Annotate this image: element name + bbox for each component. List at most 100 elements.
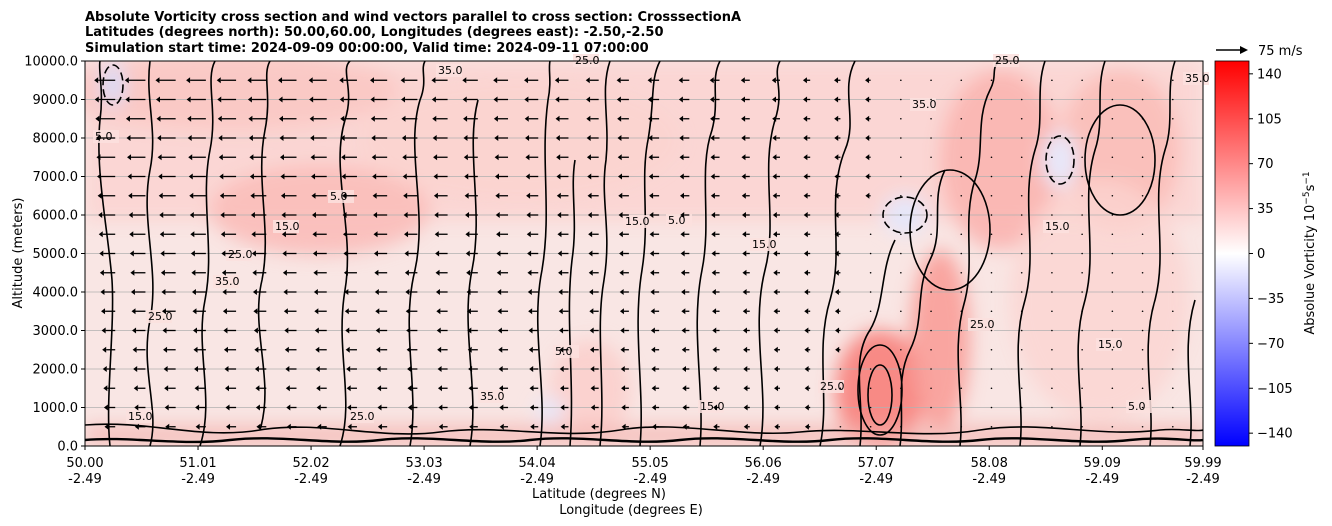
wind-vector-head <box>709 96 714 103</box>
colorbar-tick-label: −105 <box>1257 382 1293 397</box>
wind-vector-head <box>194 385 199 392</box>
wind-vector-head <box>195 404 200 411</box>
wind-vector-head <box>99 269 104 276</box>
contour-label-bg <box>623 215 649 228</box>
wind-vector-head <box>192 308 197 315</box>
wind-vector-head <box>529 385 534 392</box>
wind-vector-head <box>220 231 225 238</box>
contour-label: 35.0 <box>1185 72 1210 85</box>
wind-vector-head <box>494 135 499 141</box>
wind-vector <box>1141 387 1144 390</box>
wind-vector <box>1171 194 1174 197</box>
wind-vector <box>990 194 993 197</box>
wind-vector-head <box>281 231 286 238</box>
wind-vector-head <box>742 269 747 276</box>
wind-vector-head <box>100 289 105 295</box>
wind-vector-head <box>134 423 139 430</box>
wind-vector <box>960 425 963 428</box>
wind-vector-head <box>223 346 228 353</box>
wind-vector-head <box>865 77 870 84</box>
wind-vector <box>960 175 963 178</box>
wind-vector-head <box>499 404 504 411</box>
wind-vector-head <box>804 385 809 392</box>
wind-vector-head <box>617 115 622 122</box>
wind-vector-head <box>527 269 532 276</box>
wind-vector <box>839 387 842 390</box>
wind-vector-head <box>222 289 227 295</box>
wind-vector-head <box>162 327 167 334</box>
wind-vector <box>930 214 932 216</box>
wind-vector-head <box>524 77 529 84</box>
wind-vector-head <box>311 212 316 218</box>
wind-vector-head <box>618 231 623 238</box>
wind-vector-head <box>71 308 75 314</box>
wind-vector <box>1020 194 1023 197</box>
wind-vector-head <box>742 289 747 295</box>
wind-vector-head <box>617 135 622 141</box>
contour-label: 35.0 <box>912 98 937 111</box>
wind-vector <box>1081 156 1083 159</box>
wind-vector <box>869 214 872 216</box>
wind-vector-head <box>493 96 498 103</box>
wind-vector-head <box>772 135 777 141</box>
wind-vector <box>1081 329 1083 332</box>
x-tick-label-lat: 53.03 <box>405 456 442 471</box>
wind-vector-head <box>834 250 839 257</box>
wind-vector-head <box>496 231 501 238</box>
wind-vector-head <box>343 269 348 276</box>
wind-vector <box>1111 194 1114 197</box>
y-tick-label: 2000.0 <box>33 363 79 378</box>
wind-vector-head <box>102 366 107 372</box>
wind-vector-head <box>743 385 748 392</box>
wind-vector <box>1111 387 1114 390</box>
wind-vector-head <box>186 96 191 103</box>
wind-vector-head <box>559 327 564 334</box>
wind-vector-head <box>649 192 654 199</box>
wind-vector-head <box>679 192 684 199</box>
wind-vector-head <box>774 385 779 392</box>
wind-vector-head <box>679 115 684 122</box>
wind-vector-head <box>312 231 317 238</box>
wind-vector-head <box>218 135 223 141</box>
wind-vector-head <box>406 327 411 334</box>
wind-vector-head <box>402 154 407 161</box>
wind-vector-head <box>865 173 870 180</box>
wind-vector-head <box>103 385 108 392</box>
contour-labels: 5.0 15.0 25.0 35.0 25.0 15.0 5.0 35.0 25.0 15.0 5.… <box>93 54 1210 423</box>
x-tick-label-lon: -2.49 <box>1085 472 1119 487</box>
wind-vector-head <box>186 77 191 84</box>
wind-vector-head <box>312 250 317 257</box>
wind-vector-head <box>222 308 227 315</box>
wind-vector-head <box>155 96 160 103</box>
wind-vector <box>1111 252 1114 255</box>
wind-vector-head <box>247 77 252 84</box>
wind-vector-head <box>97 192 102 199</box>
wind-vector-head <box>524 115 529 122</box>
wind-vector-head <box>493 115 498 122</box>
wind-vector-head <box>742 250 747 257</box>
wind-vector <box>1051 214 1053 216</box>
wind-vector-head <box>436 308 441 315</box>
wind-vector-head <box>96 154 101 161</box>
quiver-key-label: 75 m/s <box>1258 44 1303 59</box>
wind-vector-head <box>124 77 129 84</box>
wind-vector-head <box>680 231 685 238</box>
wind-vector-head <box>557 231 562 238</box>
wind-vector-head <box>555 135 560 141</box>
wind-vector <box>1051 137 1053 139</box>
y-axis-ticks: 0.0 1000.0 2000.0 3000.0 4000.0 5000.0 6000.0 7… <box>24 55 85 455</box>
wind-vector <box>1081 252 1083 255</box>
wind-vector <box>990 387 993 390</box>
x-tick-label-lon: -2.49 <box>972 472 1006 487</box>
contour-label-bg <box>348 410 374 423</box>
x-tick-label-lat: 57.07 <box>858 456 895 471</box>
wind-vector <box>930 175 932 178</box>
wind-vector-head <box>285 366 290 372</box>
wind-vector-head <box>402 173 407 180</box>
wind-vector-head <box>404 250 409 257</box>
wind-vector-head <box>681 327 686 334</box>
wind-vector <box>1020 252 1023 255</box>
wind-vector-head <box>527 289 532 295</box>
wind-vector-head <box>340 135 345 141</box>
wind-vector <box>990 368 993 370</box>
